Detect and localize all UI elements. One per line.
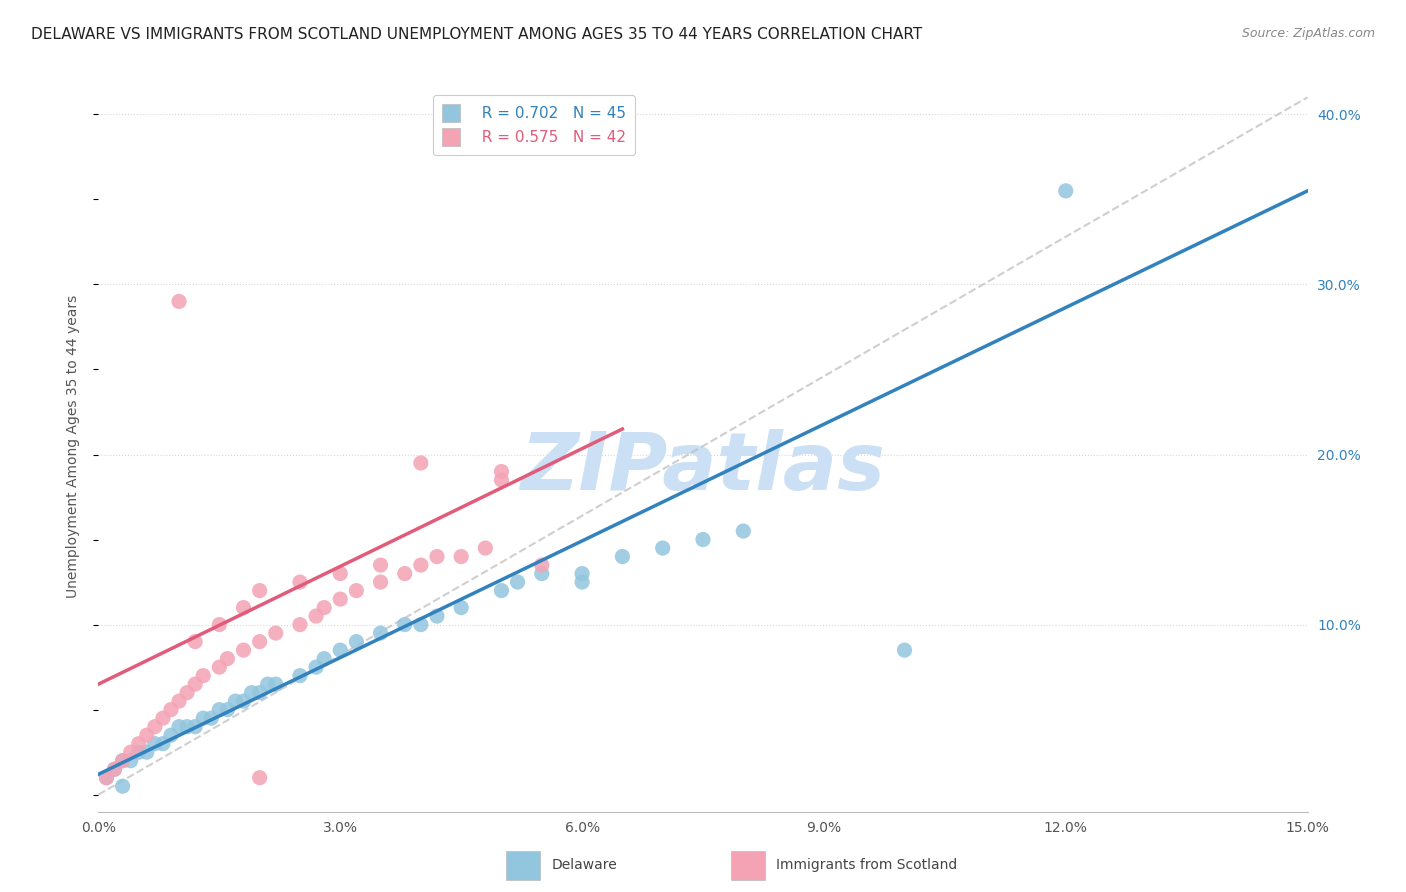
Point bbox=[167, 694, 190, 708]
Point bbox=[370, 626, 392, 640]
Point bbox=[128, 737, 150, 751]
Point bbox=[692, 533, 714, 547]
Point bbox=[450, 549, 472, 564]
Text: ZIPatlas: ZIPatlas bbox=[520, 429, 886, 507]
Point bbox=[217, 703, 239, 717]
Point bbox=[264, 626, 287, 640]
Point bbox=[530, 558, 553, 572]
Point bbox=[200, 711, 222, 725]
Point bbox=[288, 575, 311, 590]
Point bbox=[152, 711, 174, 725]
Point bbox=[344, 634, 367, 648]
Point bbox=[409, 617, 432, 632]
Point bbox=[249, 771, 271, 785]
Point bbox=[571, 575, 593, 590]
Point bbox=[305, 660, 328, 674]
Point bbox=[120, 754, 142, 768]
Point bbox=[167, 294, 190, 309]
Point bbox=[128, 745, 150, 759]
Point bbox=[249, 634, 271, 648]
Text: Delaware: Delaware bbox=[551, 858, 617, 872]
Point bbox=[120, 745, 142, 759]
Point bbox=[370, 558, 392, 572]
Point bbox=[329, 643, 352, 657]
Point bbox=[426, 549, 449, 564]
Point bbox=[288, 617, 311, 632]
Text: Source: ZipAtlas.com: Source: ZipAtlas.com bbox=[1241, 27, 1375, 40]
Point bbox=[491, 465, 513, 479]
Point bbox=[329, 592, 352, 607]
Point bbox=[217, 651, 239, 665]
Point bbox=[256, 677, 278, 691]
Point bbox=[232, 643, 254, 657]
Point bbox=[184, 720, 207, 734]
Point bbox=[288, 668, 311, 682]
Point bbox=[249, 583, 271, 598]
FancyBboxPatch shape bbox=[731, 851, 765, 880]
Legend:   R = 0.702   N = 45,   R = 0.575   N = 42: R = 0.702 N = 45, R = 0.575 N = 42 bbox=[433, 95, 636, 155]
Point bbox=[224, 694, 246, 708]
Point bbox=[184, 634, 207, 648]
Point bbox=[96, 771, 118, 785]
Point bbox=[193, 668, 215, 682]
Point bbox=[314, 600, 336, 615]
Point bbox=[111, 779, 134, 793]
Point bbox=[160, 703, 183, 717]
Point bbox=[329, 566, 352, 581]
Point bbox=[232, 694, 254, 708]
Point bbox=[506, 575, 529, 590]
Point bbox=[249, 686, 271, 700]
Point bbox=[176, 720, 198, 734]
FancyBboxPatch shape bbox=[506, 851, 540, 880]
Point bbox=[103, 762, 125, 776]
Point bbox=[491, 583, 513, 598]
Point bbox=[232, 600, 254, 615]
Point bbox=[111, 754, 134, 768]
Point bbox=[152, 737, 174, 751]
Point bbox=[893, 643, 915, 657]
Point bbox=[111, 754, 134, 768]
Point bbox=[612, 141, 634, 155]
Point bbox=[409, 558, 432, 572]
Point bbox=[409, 456, 432, 470]
Point bbox=[240, 686, 263, 700]
Point bbox=[1054, 184, 1077, 198]
Point bbox=[160, 728, 183, 742]
Point bbox=[167, 720, 190, 734]
Point bbox=[571, 566, 593, 581]
Point bbox=[208, 660, 231, 674]
Point bbox=[143, 737, 166, 751]
Point bbox=[612, 549, 634, 564]
Point bbox=[305, 609, 328, 624]
Point bbox=[370, 575, 392, 590]
Point bbox=[96, 771, 118, 785]
Point bbox=[394, 566, 416, 581]
Point bbox=[143, 720, 166, 734]
Point bbox=[193, 711, 215, 725]
Text: Immigrants from Scotland: Immigrants from Scotland bbox=[776, 858, 957, 872]
Text: DELAWARE VS IMMIGRANTS FROM SCOTLAND UNEMPLOYMENT AMONG AGES 35 TO 44 YEARS CORR: DELAWARE VS IMMIGRANTS FROM SCOTLAND UNE… bbox=[31, 27, 922, 42]
Point bbox=[208, 703, 231, 717]
Point bbox=[176, 686, 198, 700]
Point bbox=[450, 600, 472, 615]
Point bbox=[344, 583, 367, 598]
Point bbox=[103, 762, 125, 776]
Y-axis label: Unemployment Among Ages 35 to 44 years: Unemployment Among Ages 35 to 44 years bbox=[66, 294, 80, 598]
Point bbox=[264, 677, 287, 691]
Point bbox=[208, 617, 231, 632]
Point bbox=[530, 566, 553, 581]
Point bbox=[314, 651, 336, 665]
Point bbox=[474, 541, 496, 555]
Point bbox=[491, 473, 513, 487]
Point bbox=[184, 677, 207, 691]
Point bbox=[651, 541, 673, 555]
Point bbox=[394, 617, 416, 632]
Point bbox=[733, 524, 755, 538]
Point bbox=[426, 609, 449, 624]
Point bbox=[135, 745, 157, 759]
Point bbox=[135, 728, 157, 742]
